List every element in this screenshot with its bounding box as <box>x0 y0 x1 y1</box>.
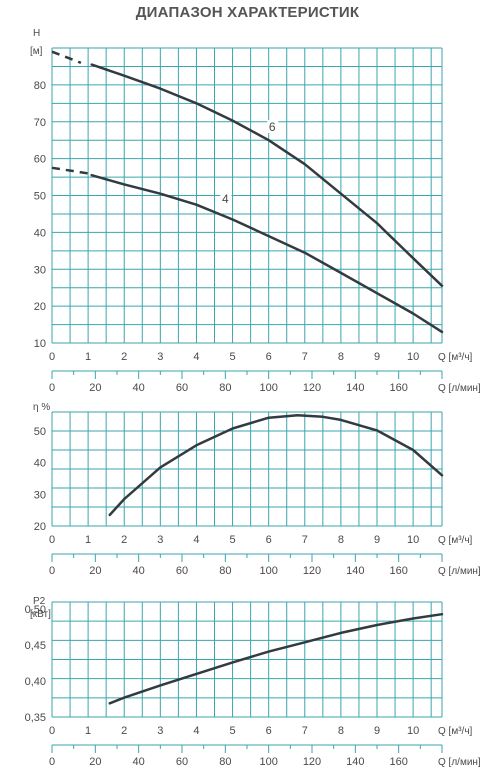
x-tick-label-lmin: 80 <box>219 382 231 394</box>
x-tick-label-m3h: 8 <box>338 534 344 546</box>
x-axis-unit-m3h: Q [м³/ч] <box>438 535 473 546</box>
x-tick-label-m3h: 9 <box>374 725 380 737</box>
x-tick-label-m3h: 10 <box>407 351 419 363</box>
x-tick-label-m3h: 0 <box>49 534 55 546</box>
y-tick-label: 0,40 <box>25 676 46 688</box>
x-tick-label-m3h: 7 <box>302 534 308 546</box>
x-tick-label-lmin: 20 <box>89 382 101 394</box>
curve-1-4 <box>90 173 444 334</box>
x-tick-label-m3h: 4 <box>193 725 199 737</box>
x-tick-label-m3h: 8 <box>338 725 344 737</box>
series-label-bg <box>220 192 232 206</box>
y-tick-label: 0,35 <box>25 712 46 724</box>
x-tick-label-m3h: 8 <box>338 351 344 363</box>
x-tick-label-m3h: 7 <box>302 725 308 737</box>
x-tick-label-lmin: 0 <box>49 756 55 768</box>
x-tick-label-lmin: 40 <box>133 756 145 768</box>
x-tick-label-lmin: 100 <box>259 756 277 768</box>
x-tick-label-m3h: 2 <box>121 351 127 363</box>
x-tick-label-lmin: 140 <box>346 756 364 768</box>
x-tick-label-lmin: 60 <box>176 565 188 577</box>
y-tick-label: 70 <box>34 117 46 129</box>
x-tick-label-m3h: 3 <box>157 534 163 546</box>
x-axis-unit-lmin: Q [л/мин] <box>438 566 481 577</box>
y-tick-label: 40 <box>34 458 46 470</box>
series-label-6: 6 <box>269 120 276 134</box>
x-tick-label-m3h: 2 <box>121 725 127 737</box>
y-tick-label: 40 <box>34 227 46 239</box>
x-tick-label-m3h: 9 <box>374 351 380 363</box>
x-tick-label-m3h: 4 <box>193 351 199 363</box>
x-tick-label-lmin: 120 <box>303 382 321 394</box>
x-axis-unit-lmin: Q [л/мин] <box>438 757 481 768</box>
x-tick-label-lmin: 80 <box>219 565 231 577</box>
y-tick-label: 0,45 <box>25 640 46 652</box>
x-tick-label-m3h: 10 <box>407 534 419 546</box>
x-tick-label-lmin: 0 <box>49 565 55 577</box>
x-tick-label-m3h: 9 <box>374 534 380 546</box>
x-tick-label-lmin: 40 <box>133 382 145 394</box>
x-tick-label-m3h: 7 <box>302 351 308 363</box>
y-tick-label: 20 <box>34 301 46 313</box>
x-tick-label-m3h: 0 <box>49 725 55 737</box>
x-tick-label-lmin: 0 <box>49 382 55 394</box>
y-tick-label: 80 <box>34 80 46 92</box>
x-tick-label-lmin: 60 <box>176 382 188 394</box>
x-tick-label-m3h: 5 <box>229 725 235 737</box>
x-tick-label-lmin: 20 <box>89 756 101 768</box>
y-tick-label: 30 <box>34 489 46 501</box>
y-tick-label: 0,50 <box>25 604 46 616</box>
x-tick-label-m3h: 6 <box>266 534 272 546</box>
y-axis-label-2: η % <box>33 402 50 413</box>
y-axis-unit-3: [кВт] <box>30 609 51 620</box>
curve-1-6 <box>90 63 444 288</box>
x-tick-label-lmin: 40 <box>133 565 145 577</box>
x-axis-unit-lmin: Q [л/мин] <box>438 383 481 394</box>
x-tick-label-m3h: 5 <box>229 351 235 363</box>
x-tick-label-m3h: 3 <box>157 725 163 737</box>
x-tick-label-lmin: 80 <box>219 756 231 768</box>
x-tick-label-m3h: 6 <box>266 725 272 737</box>
x-tick-label-lmin: 140 <box>346 565 364 577</box>
x-tick-label-lmin: 140 <box>346 382 364 394</box>
series-label-4: 4 <box>222 192 229 206</box>
page-title: ДИАПАЗОН ХАРАКТЕРИСТИК <box>135 4 360 21</box>
x-tick-label-lmin: 160 <box>389 756 407 768</box>
y-tick-label: 50 <box>34 191 46 203</box>
x-tick-label-m3h: 4 <box>193 534 199 546</box>
x-tick-label-m3h: 3 <box>157 351 163 363</box>
x-tick-label-lmin: 120 <box>303 565 321 577</box>
series-label-bg <box>267 120 279 134</box>
x-tick-label-m3h: 1 <box>85 351 91 363</box>
y-tick-label: 60 <box>34 154 46 166</box>
y-tick-label: 20 <box>34 521 46 533</box>
x-tick-label-lmin: 160 <box>389 565 407 577</box>
y-axis-label-3: P2 <box>33 596 46 607</box>
x-axis-unit-m3h: Q [м³/ч] <box>438 726 473 737</box>
y-tick-label: 50 <box>34 426 46 438</box>
curve-dashed-1 <box>51 166 89 175</box>
x-tick-label-lmin: 60 <box>176 756 188 768</box>
x-tick-label-m3h: 0 <box>49 351 55 363</box>
x-tick-label-m3h: 1 <box>85 725 91 737</box>
y-tick-label: 30 <box>34 264 46 276</box>
y-axis-label-1: H <box>33 28 40 39</box>
x-tick-label-lmin: 120 <box>303 756 321 768</box>
y-axis-unit-1: [м] <box>30 46 43 57</box>
curve-2-series <box>108 413 444 517</box>
x-axis-unit-m3h: Q [м³/ч] <box>438 352 473 363</box>
x-tick-label-lmin: 100 <box>259 382 277 394</box>
x-tick-label-m3h: 6 <box>266 351 272 363</box>
x-tick-label-m3h: 2 <box>121 534 127 546</box>
x-tick-label-lmin: 100 <box>259 565 277 577</box>
x-tick-label-m3h: 5 <box>229 534 235 546</box>
x-tick-label-m3h: 10 <box>407 725 419 737</box>
y-tick-label: 10 <box>34 338 46 350</box>
x-tick-label-lmin: 160 <box>389 382 407 394</box>
curve-3-series <box>108 612 444 705</box>
curve-dashed-1 <box>51 50 82 64</box>
x-tick-label-m3h: 1 <box>85 534 91 546</box>
x-tick-label-lmin: 20 <box>89 565 101 577</box>
